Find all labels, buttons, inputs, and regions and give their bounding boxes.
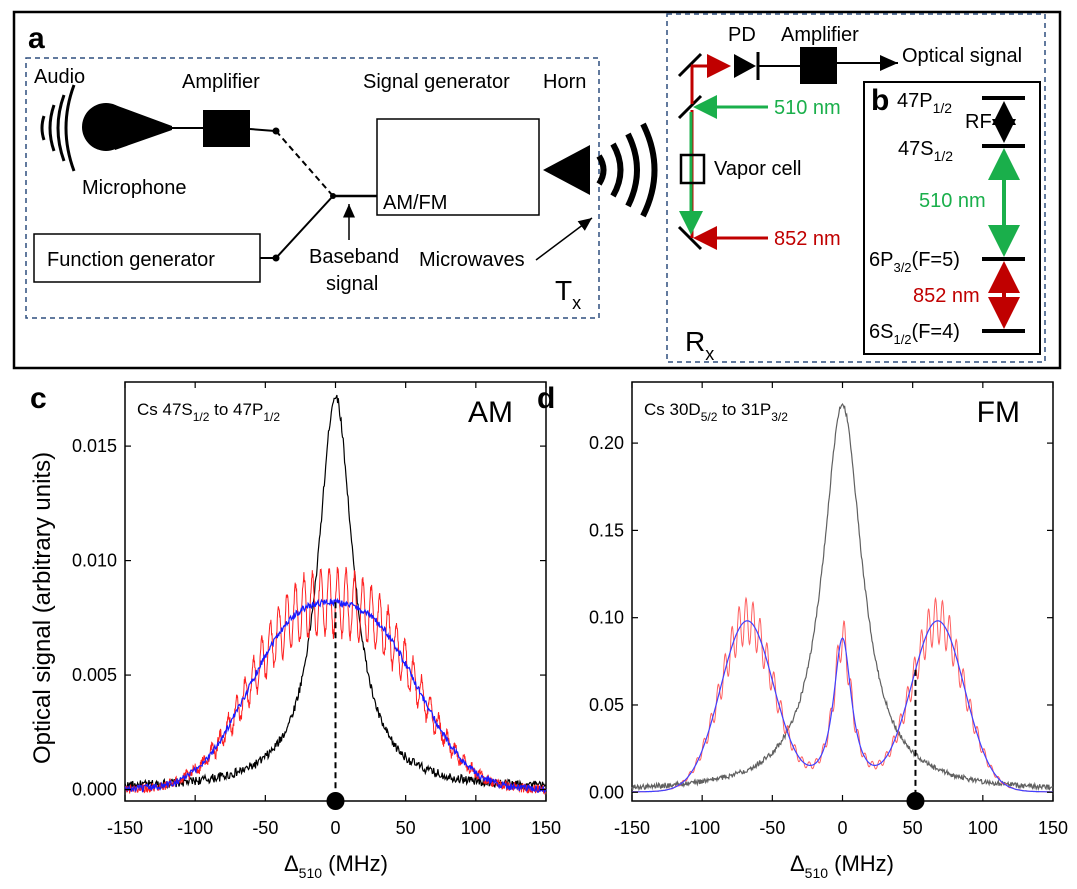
x-axis-label-d: Δ510 (MHz) bbox=[790, 851, 894, 881]
amplifier-block-tx bbox=[203, 110, 250, 147]
x-tick-label: -150 bbox=[614, 818, 650, 838]
chart-c: -150 -100 -50 0 50 100 150 0.000 0.005 0.010 0.015… bbox=[30, 381, 561, 838]
baseband-label-2: signal bbox=[326, 273, 378, 295]
x-tick-label: 0 bbox=[330, 818, 340, 838]
rx-label: Rx bbox=[685, 326, 714, 364]
chart-d: -150 -100 -50 0 50 100 150 0.00 0.05 0.10 0.15 0.20… bbox=[537, 381, 1068, 838]
x-tick-label: 0 bbox=[837, 818, 847, 838]
y-tick-label: 0.00 bbox=[589, 782, 624, 802]
panel-label-a: a bbox=[28, 22, 45, 55]
microphone-icon bbox=[82, 103, 172, 151]
sound-waves-icon bbox=[40, 84, 76, 172]
photodiode-icon bbox=[734, 54, 756, 78]
y-tick-label: 0.010 bbox=[72, 551, 117, 571]
function-generator-box bbox=[33, 233, 261, 283]
x-tick-label: -100 bbox=[177, 818, 213, 838]
x-tick-label: 100 bbox=[968, 818, 998, 838]
x-tick-label: 50 bbox=[903, 818, 923, 838]
vapor-cell-label: Vapor cell bbox=[714, 158, 801, 180]
level-47s: 47S1/2 bbox=[898, 138, 953, 164]
transition-annotation-d: Cs 30D5/2 to 31P3/2 bbox=[644, 400, 788, 424]
wavelength-852-label: 852 nm bbox=[774, 228, 841, 250]
amplifier-block-rx bbox=[800, 47, 837, 84]
horn-icon bbox=[543, 145, 590, 195]
y-axis-label: Optical signal (arbitrary units) bbox=[29, 452, 56, 764]
microwaves-label: Microwaves bbox=[419, 249, 525, 271]
series-line-d-0 bbox=[631, 403, 1054, 792]
amplifier-label-tx: Amplifier bbox=[182, 71, 260, 93]
outer-frame bbox=[12, 10, 1062, 370]
level-diagram-frame bbox=[863, 81, 1041, 355]
rf-label: RF bbox=[965, 111, 992, 133]
level-6p: 6P3/2(F=5) bbox=[869, 249, 960, 275]
series-line-d-2 bbox=[632, 620, 1053, 793]
x-tick-label: 100 bbox=[461, 818, 491, 838]
x-tick-label: -50 bbox=[252, 818, 278, 838]
tx-dashed-box bbox=[25, 57, 600, 319]
microwave-waves-icon bbox=[596, 122, 658, 218]
horn-label: Horn bbox=[543, 71, 586, 93]
signal-generator-label: Signal generator bbox=[363, 71, 510, 93]
y-tick-label: 0.20 bbox=[589, 433, 624, 453]
signal-generator-box bbox=[376, 118, 540, 216]
microphone-label: Microphone bbox=[82, 177, 187, 199]
marker-dot-d bbox=[906, 792, 925, 810]
vapor-cell-icon bbox=[679, 153, 706, 185]
series-line-c-2 bbox=[124, 597, 547, 794]
y-tick-label: 0.000 bbox=[72, 780, 117, 800]
plot-frame-c bbox=[124, 381, 547, 802]
x-tick-label: 150 bbox=[531, 818, 561, 838]
mode-label-c: AM bbox=[468, 396, 513, 429]
am-fm-label: AM/FM bbox=[383, 192, 447, 214]
x-tick-label: 50 bbox=[396, 818, 416, 838]
y-tick-label: 0.005 bbox=[72, 665, 117, 685]
rx-dashed-box bbox=[666, 13, 1046, 363]
transition-510-label: 510 nm bbox=[919, 190, 986, 212]
x-axis-label-c: Δ510 (MHz) bbox=[284, 851, 388, 881]
wavelength-510-label: 510 nm bbox=[774, 97, 841, 119]
x-tick-label: -150 bbox=[107, 818, 143, 838]
function-generator-label: Function generator bbox=[47, 249, 215, 271]
plots: -150 -100 -50 0 50 100 1500.0000.0050.0100.015… bbox=[30, 381, 1068, 838]
x-tick-label: 150 bbox=[1038, 818, 1068, 838]
series-line-c-0 bbox=[124, 394, 547, 792]
transition-annotation-c: Cs 47S1/2 to 47P1/2 bbox=[137, 400, 280, 424]
pd-label: PD bbox=[728, 24, 756, 46]
amplifier-label-rx: Amplifier bbox=[781, 24, 859, 46]
panel-label-d: d bbox=[537, 382, 555, 415]
panel-label-c: c bbox=[30, 382, 47, 415]
audio-label: Audio bbox=[34, 66, 85, 88]
x-tick-label: -100 bbox=[684, 818, 720, 838]
baseband-label-1: Baseband bbox=[309, 246, 399, 268]
x-tick-label: -50 bbox=[759, 818, 785, 838]
optical-signal-label: Optical signal bbox=[902, 45, 1022, 67]
mirror-top bbox=[677, 52, 703, 78]
panel-label-b: b bbox=[871, 84, 889, 117]
level-6s: 6S1/2(F=4) bbox=[869, 321, 960, 347]
level-47p: 47P1/2 bbox=[897, 90, 952, 116]
schematic-panel: a Audio Microphone Amplifier Function ge… bbox=[12, 10, 1062, 370]
tx-label: Tx bbox=[555, 275, 581, 313]
y-tick-label: 0.15 bbox=[589, 520, 624, 540]
y-tick-label: 0.05 bbox=[589, 695, 624, 715]
plot-frame-d bbox=[631, 381, 1054, 802]
y-tick-label: 0.10 bbox=[589, 608, 624, 628]
mode-label-d: FM bbox=[977, 396, 1020, 429]
y-tick-label: 0.015 bbox=[72, 436, 117, 456]
transition-852-label: 852 nm bbox=[913, 285, 980, 307]
